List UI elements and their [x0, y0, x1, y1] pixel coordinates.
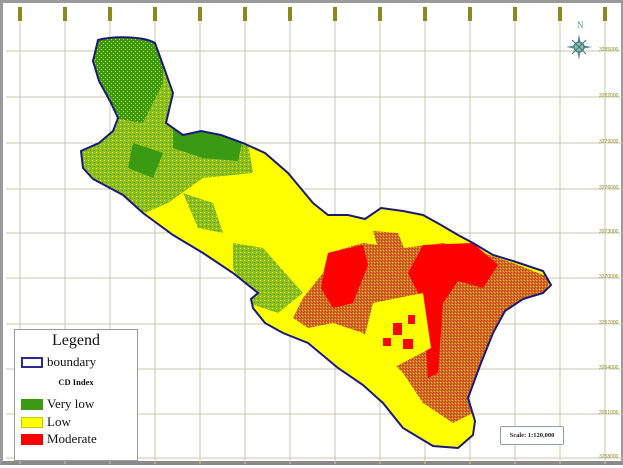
legend-label: boundary: [47, 354, 97, 369]
northing-label: 3264000: [599, 365, 619, 371]
northing-label: 3270000: [599, 274, 619, 280]
easting-ticks: [18, 7, 607, 21]
legend-title: Legend: [52, 332, 100, 349]
legend-item-low: Low: [21, 414, 71, 430]
north-label: N: [577, 20, 584, 30]
boundary-swatch: [21, 356, 43, 368]
legend-label: Low: [47, 414, 71, 429]
northing-label: 3282000: [599, 93, 619, 99]
northing-label: 3273000: [599, 229, 619, 235]
low-swatch: [21, 416, 43, 428]
map-legend: Legend boundary CD Index Very low Low Mo…: [14, 329, 138, 461]
north-arrow-icon: [566, 34, 592, 60]
legend-label: Very low: [47, 396, 95, 411]
legend-section-title: CD Index: [58, 377, 94, 387]
map-canvas: [6, 6, 623, 464]
legend-item-boundary: boundary: [21, 354, 96, 370]
moderate-swatch: [21, 433, 43, 445]
northing-label: 3267000: [599, 320, 619, 326]
scale-label: Scale: 1:120,000: [500, 426, 564, 445]
northing-label: 3285000: [599, 47, 619, 53]
northing-label: 3261000: [599, 410, 619, 416]
legend-item-very-low: Very low: [21, 396, 94, 412]
legend-item-moderate: Moderate: [21, 431, 97, 447]
graticule: [6, 6, 623, 464]
very-low-swatch: [21, 398, 43, 410]
legend-label: Moderate: [47, 431, 97, 446]
northing-label: 3258000: [599, 454, 619, 460]
northing-label: 3279000: [599, 139, 619, 145]
northing-label: 3276000: [599, 185, 619, 191]
